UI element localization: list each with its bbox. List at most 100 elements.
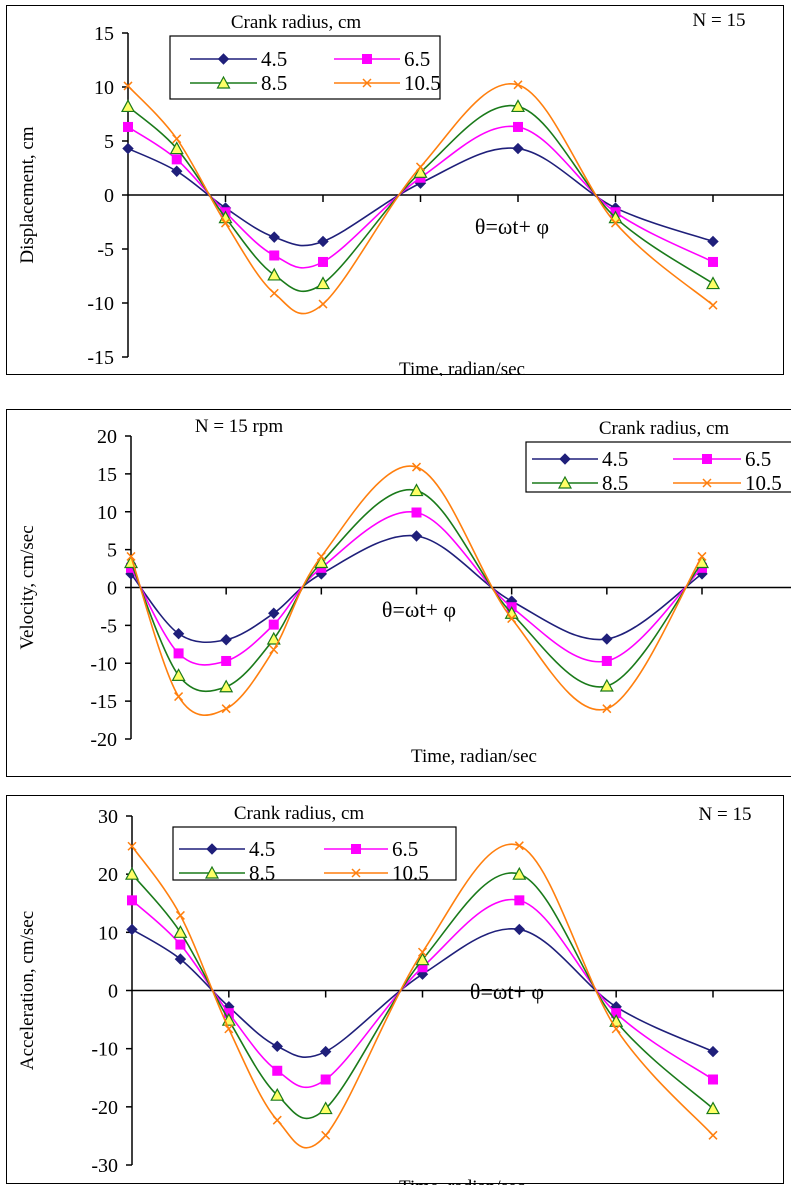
data-point-4.5	[410, 530, 423, 542]
legend-label-4.5: 4.5	[602, 447, 628, 471]
data-point-6.5	[513, 121, 523, 132]
data-point-10.5	[224, 1024, 234, 1034]
legend-label-10.5: 10.5	[404, 71, 441, 95]
data-point-8.5	[267, 267, 282, 281]
legend-marker-6.5	[362, 54, 372, 64]
legend-label-6.5: 6.5	[745, 447, 771, 471]
legend-label-4.5: 4.5	[249, 837, 275, 861]
legend-label-4.5: 4.5	[261, 47, 287, 71]
legend-marker-10.5	[362, 78, 372, 88]
data-point-10.5	[697, 551, 707, 561]
data-point-6.5	[123, 121, 133, 132]
formula-annotation: θ=ωt+ φ	[382, 597, 456, 622]
data-point-10.5	[174, 692, 184, 702]
data-point-8.5	[315, 276, 331, 290]
data-point-8.5	[171, 668, 186, 681]
data-point-8.5	[270, 1087, 285, 1101]
x-axis-label: Time, radian/sec	[411, 746, 537, 767]
data-point-10.5	[507, 614, 517, 624]
data-point-8.5	[705, 276, 721, 290]
data-point-6.5	[320, 1074, 331, 1085]
data-point-8.5	[705, 1101, 721, 1115]
data-point-8.5	[415, 952, 430, 966]
formula-annotation: θ=ωt+ φ	[470, 979, 544, 1004]
data-point-4.5	[172, 628, 185, 640]
y-tick-label: 20	[97, 426, 117, 448]
data-point-10.5	[172, 134, 182, 144]
legend-label-10.5: 10.5	[745, 471, 782, 495]
legend-label-6.5: 6.5	[392, 837, 418, 861]
data-point-10.5	[513, 80, 523, 90]
data-point-6.5	[221, 655, 232, 666]
series-line-6.5	[130, 511, 703, 666]
data-point-10.5	[318, 299, 328, 309]
data-point-6.5	[127, 895, 137, 906]
y-tick-label: 0	[108, 981, 118, 1003]
data-point-4.5	[268, 231, 280, 243]
data-point-8.5	[512, 866, 527, 880]
data-point-6.5	[268, 619, 279, 630]
data-point-8.5	[318, 1101, 333, 1115]
legend-label-8.5: 8.5	[261, 71, 287, 95]
legend-box	[172, 826, 457, 881]
data-point-4.5	[122, 142, 134, 155]
data-point-10.5	[411, 462, 422, 472]
n-annotation: N = 15	[699, 804, 752, 825]
data-point-4.5	[317, 235, 329, 248]
y-tick-label: -5	[100, 615, 117, 637]
data-point-4.5	[601, 633, 613, 645]
data-point-6.5	[272, 1065, 283, 1076]
data-point-8.5	[169, 141, 184, 155]
y-tick-label: -20	[91, 1097, 118, 1119]
data-point-6.5	[708, 256, 718, 267]
x-axis-label: Time, radian/sec	[399, 359, 525, 376]
data-point-6.5	[514, 895, 525, 906]
y-tick-label: 0	[104, 185, 114, 207]
data-point-4.5	[513, 923, 526, 936]
legend-box	[169, 35, 441, 100]
legend-title: Crank radius, cm	[231, 12, 362, 33]
y-tick-label: -10	[90, 653, 117, 675]
legend-label-8.5: 8.5	[602, 471, 628, 495]
data-point-4.5	[174, 953, 187, 965]
data-point-10.5	[272, 1115, 282, 1125]
data-point-8.5	[413, 165, 428, 178]
y-tick-label: -15	[87, 347, 114, 369]
y-tick-label: -10	[91, 1039, 118, 1061]
data-point-6.5	[269, 250, 280, 261]
formula-annotation: θ=ωt+ φ	[475, 214, 549, 239]
acceleration-chart-panel: -30 -20 -10 0 10 20 30 Acceleration, cm/sec Time…	[6, 795, 784, 1185]
legend-marker-8.5	[216, 75, 231, 89]
legend-label-6.5: 6.5	[404, 47, 430, 71]
data-point-4.5	[171, 165, 183, 177]
data-point-4.5	[126, 923, 138, 936]
series-line-8.5	[130, 488, 703, 693]
y-tick-label: 10	[98, 922, 118, 944]
data-point-4.5	[319, 1045, 332, 1058]
y-tick-label: 15	[94, 23, 114, 45]
series-line-10.5	[127, 82, 714, 315]
data-point-10.5	[708, 1130, 718, 1140]
legend-label-10.5: 10.5	[392, 861, 429, 885]
y-tick-label: -20	[90, 729, 117, 751]
data-point-10.5	[269, 645, 279, 655]
data-point-10.5	[417, 947, 428, 957]
data-point-8.5	[599, 678, 614, 692]
data-point-8.5	[173, 925, 188, 938]
x-axis-label: Time, radian/sec	[399, 1177, 525, 1185]
y-tick-label: 20	[98, 864, 118, 886]
data-point-6.5	[173, 648, 184, 659]
legend-marker-4.5	[559, 453, 571, 465]
legend-marker-8.5	[557, 475, 573, 489]
y-tick-label: -15	[90, 691, 117, 713]
legend-marker-10.5	[702, 478, 712, 488]
data-point-8.5	[510, 99, 526, 113]
data-point-6.5	[708, 1074, 718, 1085]
data-point-6.5	[175, 939, 186, 950]
y-tick-label: 10	[94, 77, 114, 99]
data-point-10.5	[514, 841, 524, 851]
y-tick-label: -10	[87, 293, 114, 315]
series-line-10.5	[130, 465, 703, 717]
series-line-4.5	[127, 147, 714, 247]
legend-marker-6.5	[351, 844, 361, 854]
